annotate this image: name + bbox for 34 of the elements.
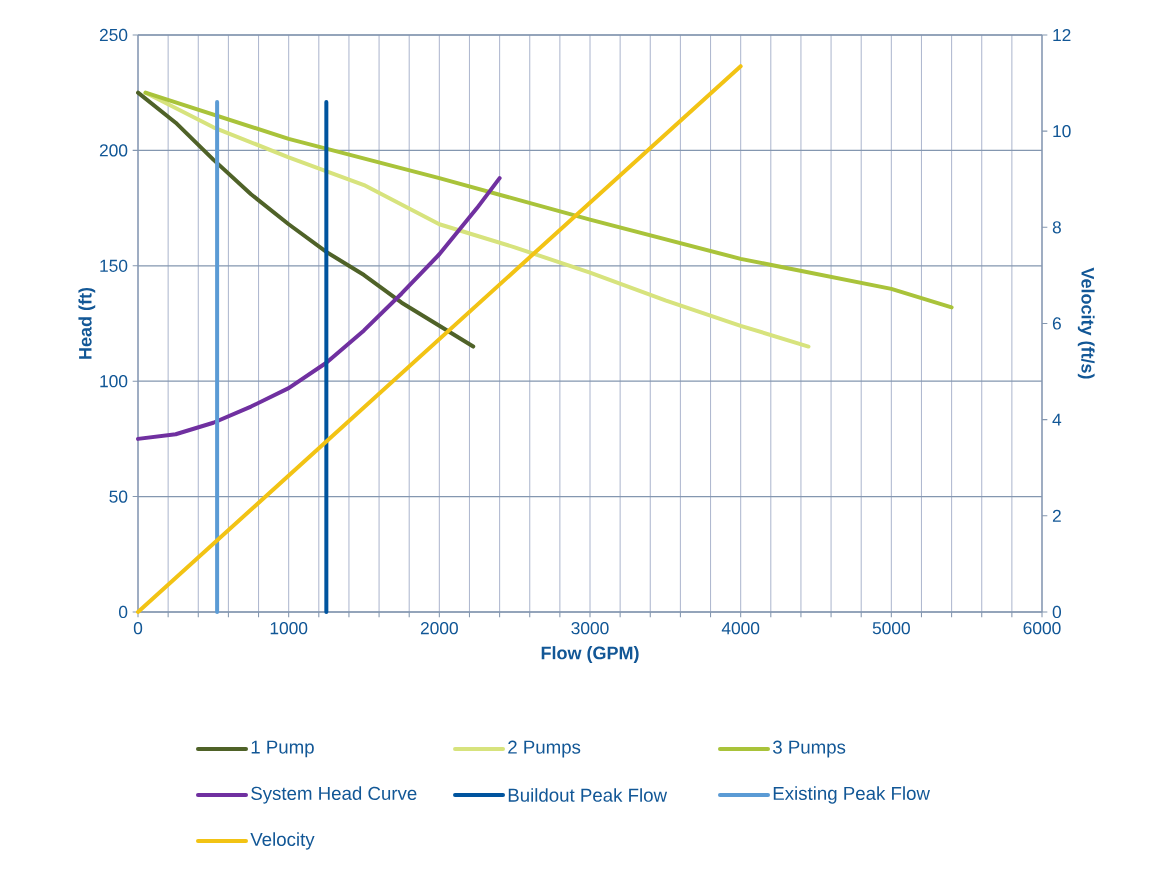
x-tick-label: 0 [133,622,143,635]
legend-label: Buildout Peak Flow [508,788,668,802]
y2-tick-label: 10 [1053,125,1071,138]
y-tick-label: 250 [99,28,128,42]
y2-tick-label: 0 [1052,605,1062,619]
y-tick-label: 100 [100,375,128,388]
y-tick-label: 150 [100,259,128,272]
legend-label: 1 Pump [251,740,314,758]
x-tick-label: 3000 [571,622,609,635]
y2-tick-label: 8 [1052,221,1061,234]
x-tick-label: 1000 [270,622,308,635]
line-series [143,90,811,349]
y2-tick-label: 6 [1052,317,1061,330]
x-tick-label: 6000 [1023,622,1061,635]
legend-label: 2 Pumps [508,740,581,758]
y-axis-title: Head (ft) [78,287,96,359]
y2-tick-label: 2 [1052,509,1061,522]
x-axis-title: Flow (GPM) [541,646,639,663]
legend-label: Velocity [250,832,315,850]
y2-tick-label: 4 [1052,413,1062,426]
y-tick-label: 0 [118,605,128,619]
x-tick-label: 2000 [420,622,458,635]
y-tick-label: 50 [109,490,128,503]
y2-tick-label: 12 [1053,28,1071,42]
line-series [136,90,476,349]
legend-label: 3 Pumps [772,740,846,758]
y-tick-label: 200 [99,144,128,157]
x-tick-label: 4000 [721,622,760,635]
line-series [143,90,954,310]
legend-label: System Head Curve [251,786,417,804]
y2-axis-title: Velocity (ft/s) [1077,267,1095,379]
x-tick-label: 5000 [872,622,910,635]
line-series [136,176,502,441]
legend-label: Existing Peak Flow [773,786,930,804]
